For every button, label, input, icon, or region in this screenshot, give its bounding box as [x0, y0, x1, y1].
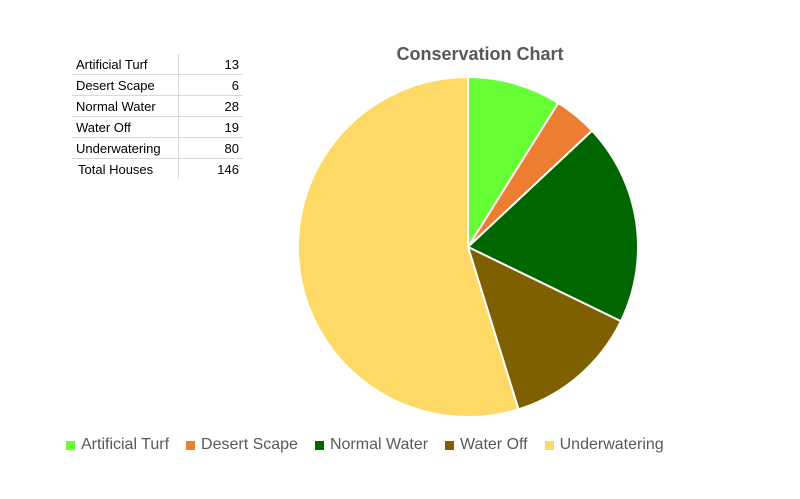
- row-label: Water Off: [72, 116, 179, 138]
- row-label: Desert Scape: [72, 74, 179, 96]
- legend-swatch: [186, 440, 196, 450]
- legend-label: Normal Water: [329, 436, 429, 453]
- legend-item-water-off: Water Off: [445, 436, 528, 454]
- legend-swatch: [544, 440, 554, 450]
- table-row: Underwatering 80: [72, 137, 243, 159]
- legend-label: Water Off: [460, 436, 528, 453]
- row-value: 80: [178, 137, 243, 159]
- row-value: 6: [178, 74, 243, 96]
- legend-label: Artificial Turf: [81, 436, 170, 453]
- legend-item-normal-water: Normal Water: [314, 436, 429, 454]
- legend-label: Desert Scape: [201, 436, 298, 453]
- legend-swatch: [445, 440, 455, 450]
- table-row: Normal Water 28: [72, 95, 243, 117]
- pie-slice-underwatering: [297, 75, 520, 418]
- row-label: Normal Water: [72, 95, 179, 117]
- pie-slice-artificial-turf: [467, 75, 560, 251]
- total-value: 146: [217, 161, 239, 177]
- chart-legend: Artificial Turf Desert Scape Normal Wate…: [66, 436, 681, 454]
- table-row: Desert Scape 6: [72, 74, 243, 96]
- legend-item-underwatering: Underwatering: [544, 436, 664, 454]
- total-label: Total Houses: [72, 158, 179, 179]
- data-table: Artificial Turf 13 Desert Scape 6 Normal…: [72, 54, 243, 179]
- table-total-row: Total Houses 146: [72, 158, 243, 179]
- table-row: Artificial Turf 13: [72, 54, 243, 75]
- legend-label: Underwatering: [559, 436, 664, 453]
- row-value: 19: [178, 116, 243, 138]
- legend-swatch: [66, 440, 75, 450]
- chart-title: Conservation Chart: [396, 44, 564, 64]
- pie-slice-normal-water: [466, 129, 639, 323]
- row-value: 13: [178, 54, 243, 75]
- legend-item-desert-scape: Desert Scape: [186, 436, 298, 454]
- row-label: Underwatering: [72, 137, 179, 159]
- row-value: 28: [178, 95, 243, 117]
- legend-swatch: [314, 440, 324, 450]
- row-label: Artificial Turf: [72, 54, 179, 75]
- table-row: Water Off 19: [72, 116, 243, 138]
- legend-item-artificial-turf: Artificial Turf: [66, 436, 169, 454]
